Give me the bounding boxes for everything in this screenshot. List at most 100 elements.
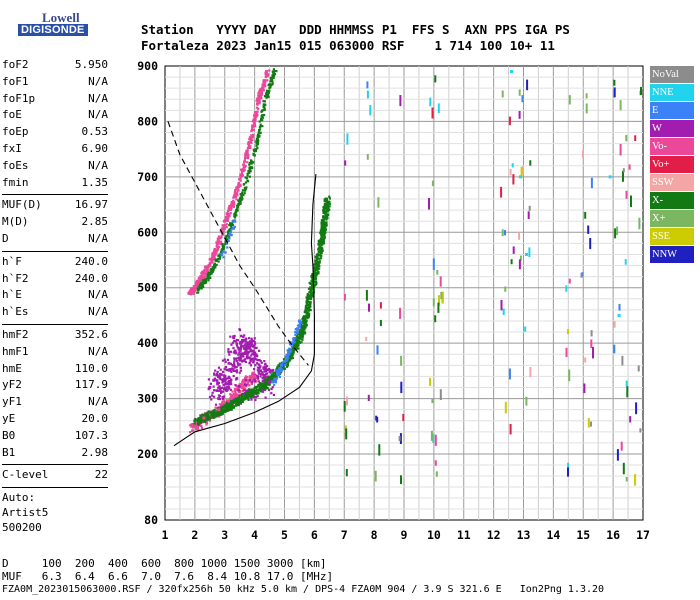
data-point-vo-minus — [250, 382, 253, 385]
data-point-x-minus — [300, 323, 303, 326]
data-point-vo-minus — [192, 287, 195, 290]
data-point-x-minus — [260, 384, 263, 387]
param-key: M(D) — [2, 215, 29, 229]
data-point-vo-minus — [241, 384, 244, 387]
noise-strip — [613, 320, 616, 328]
data-point-x-minus — [240, 196, 243, 199]
data-point-x-minus — [272, 73, 275, 76]
data-point-w — [213, 377, 216, 380]
data-point-w — [211, 391, 214, 394]
noise-strip — [613, 344, 616, 354]
noise-strip — [525, 396, 528, 406]
data-point-x-minus — [311, 273, 314, 276]
data-point-w — [222, 379, 225, 382]
param-separator — [2, 487, 108, 489]
data-point-x-minus — [297, 347, 300, 350]
noise-strip — [565, 285, 568, 292]
data-point-vo-minus — [261, 83, 264, 86]
data-point-x-minus — [208, 417, 211, 421]
data-point-vo-minus — [219, 242, 222, 245]
data-point-x-minus — [323, 200, 326, 203]
data-point-vo-minus — [256, 99, 259, 103]
data-point-x-minus — [313, 285, 316, 288]
data-point-w — [226, 382, 229, 385]
data-point-vo-minus — [258, 102, 261, 105]
data-point-vo-minus — [221, 401, 224, 404]
x-tick-label: 17 — [636, 528, 650, 542]
data-point-x-minus — [275, 70, 278, 73]
noise-strip — [398, 436, 401, 442]
noise-strip — [614, 228, 617, 239]
data-point-x-minus — [201, 285, 205, 288]
data-point-w — [258, 367, 261, 370]
data-point-w — [220, 373, 223, 377]
data-point-x-minus — [309, 290, 312, 294]
noise-strip — [585, 93, 588, 99]
data-point-w — [268, 370, 271, 373]
data-point-x-minus — [318, 244, 321, 247]
data-point-w — [249, 344, 252, 347]
data-point-x-minus — [320, 238, 323, 242]
data-point-x-minus — [252, 161, 255, 164]
data-point-x-minus — [217, 254, 220, 257]
data-point-w — [207, 378, 210, 381]
data-point-w — [256, 375, 259, 378]
data-point-w — [267, 368, 270, 371]
data-point-x-minus — [241, 400, 244, 403]
param-row: M(D) 2.85 — [2, 215, 108, 232]
series-point-e — [297, 319, 301, 323]
series-point-e — [220, 252, 224, 256]
data-point-vo-minus — [235, 198, 238, 201]
data-point-vo-minus — [215, 252, 218, 255]
data-point-x-minus — [235, 404, 238, 407]
data-point-e — [278, 367, 281, 370]
data-point-x-minus — [225, 236, 228, 239]
data-point-x-minus — [320, 232, 323, 235]
data-point-x-minus — [317, 247, 320, 250]
data-point-x-minus — [263, 385, 266, 388]
data-point-x-minus — [325, 224, 328, 227]
data-point-w — [254, 398, 257, 402]
data-point-x-minus — [302, 327, 305, 330]
data-point-vo-minus — [228, 215, 231, 218]
data-point-w — [238, 363, 241, 366]
data-point-x-minus — [197, 422, 200, 425]
data-point-vo-minus — [243, 166, 247, 169]
data-point-w — [269, 369, 272, 372]
data-point-vo-minus — [224, 224, 227, 227]
noise-strip — [345, 469, 348, 477]
data-point-x-minus — [285, 365, 289, 368]
data-point-x-minus — [319, 251, 323, 254]
data-point-vo-minus — [234, 393, 237, 396]
data-point-x-minus — [230, 408, 233, 411]
data-point-w — [217, 381, 221, 384]
data-point-e — [281, 368, 284, 371]
series-point-x- — [306, 297, 310, 301]
data-point-e — [228, 231, 232, 235]
noise-strip — [343, 401, 346, 412]
data-point-vo-minus — [227, 207, 231, 210]
data-point-x-minus — [307, 287, 311, 290]
data-point-x-minus — [301, 334, 304, 337]
data-point-x-minus — [328, 202, 331, 205]
param-value: 22 — [94, 468, 108, 482]
noise-strip — [518, 111, 521, 119]
data-point-x-minus — [224, 242, 227, 246]
data-point-e — [294, 328, 297, 331]
data-point-x-minus — [267, 376, 270, 379]
data-point-x-minus — [276, 367, 279, 370]
data-point-w — [244, 342, 247, 345]
data-point-vo-minus — [239, 184, 242, 187]
data-point-x-minus — [257, 383, 260, 386]
data-point-vo-minus — [263, 83, 266, 86]
data-point-x-minus — [324, 212, 327, 215]
noise-strip — [511, 163, 514, 168]
data-point-e — [224, 251, 227, 254]
legend-entry-vo-: Vo+ — [650, 155, 694, 174]
noise-strip — [345, 428, 348, 440]
param-value: 240.0 — [74, 271, 108, 285]
data-point-w — [233, 364, 236, 367]
data-point-x-minus — [237, 202, 240, 205]
data-point-w — [239, 347, 242, 350]
series-point-w — [253, 352, 257, 356]
